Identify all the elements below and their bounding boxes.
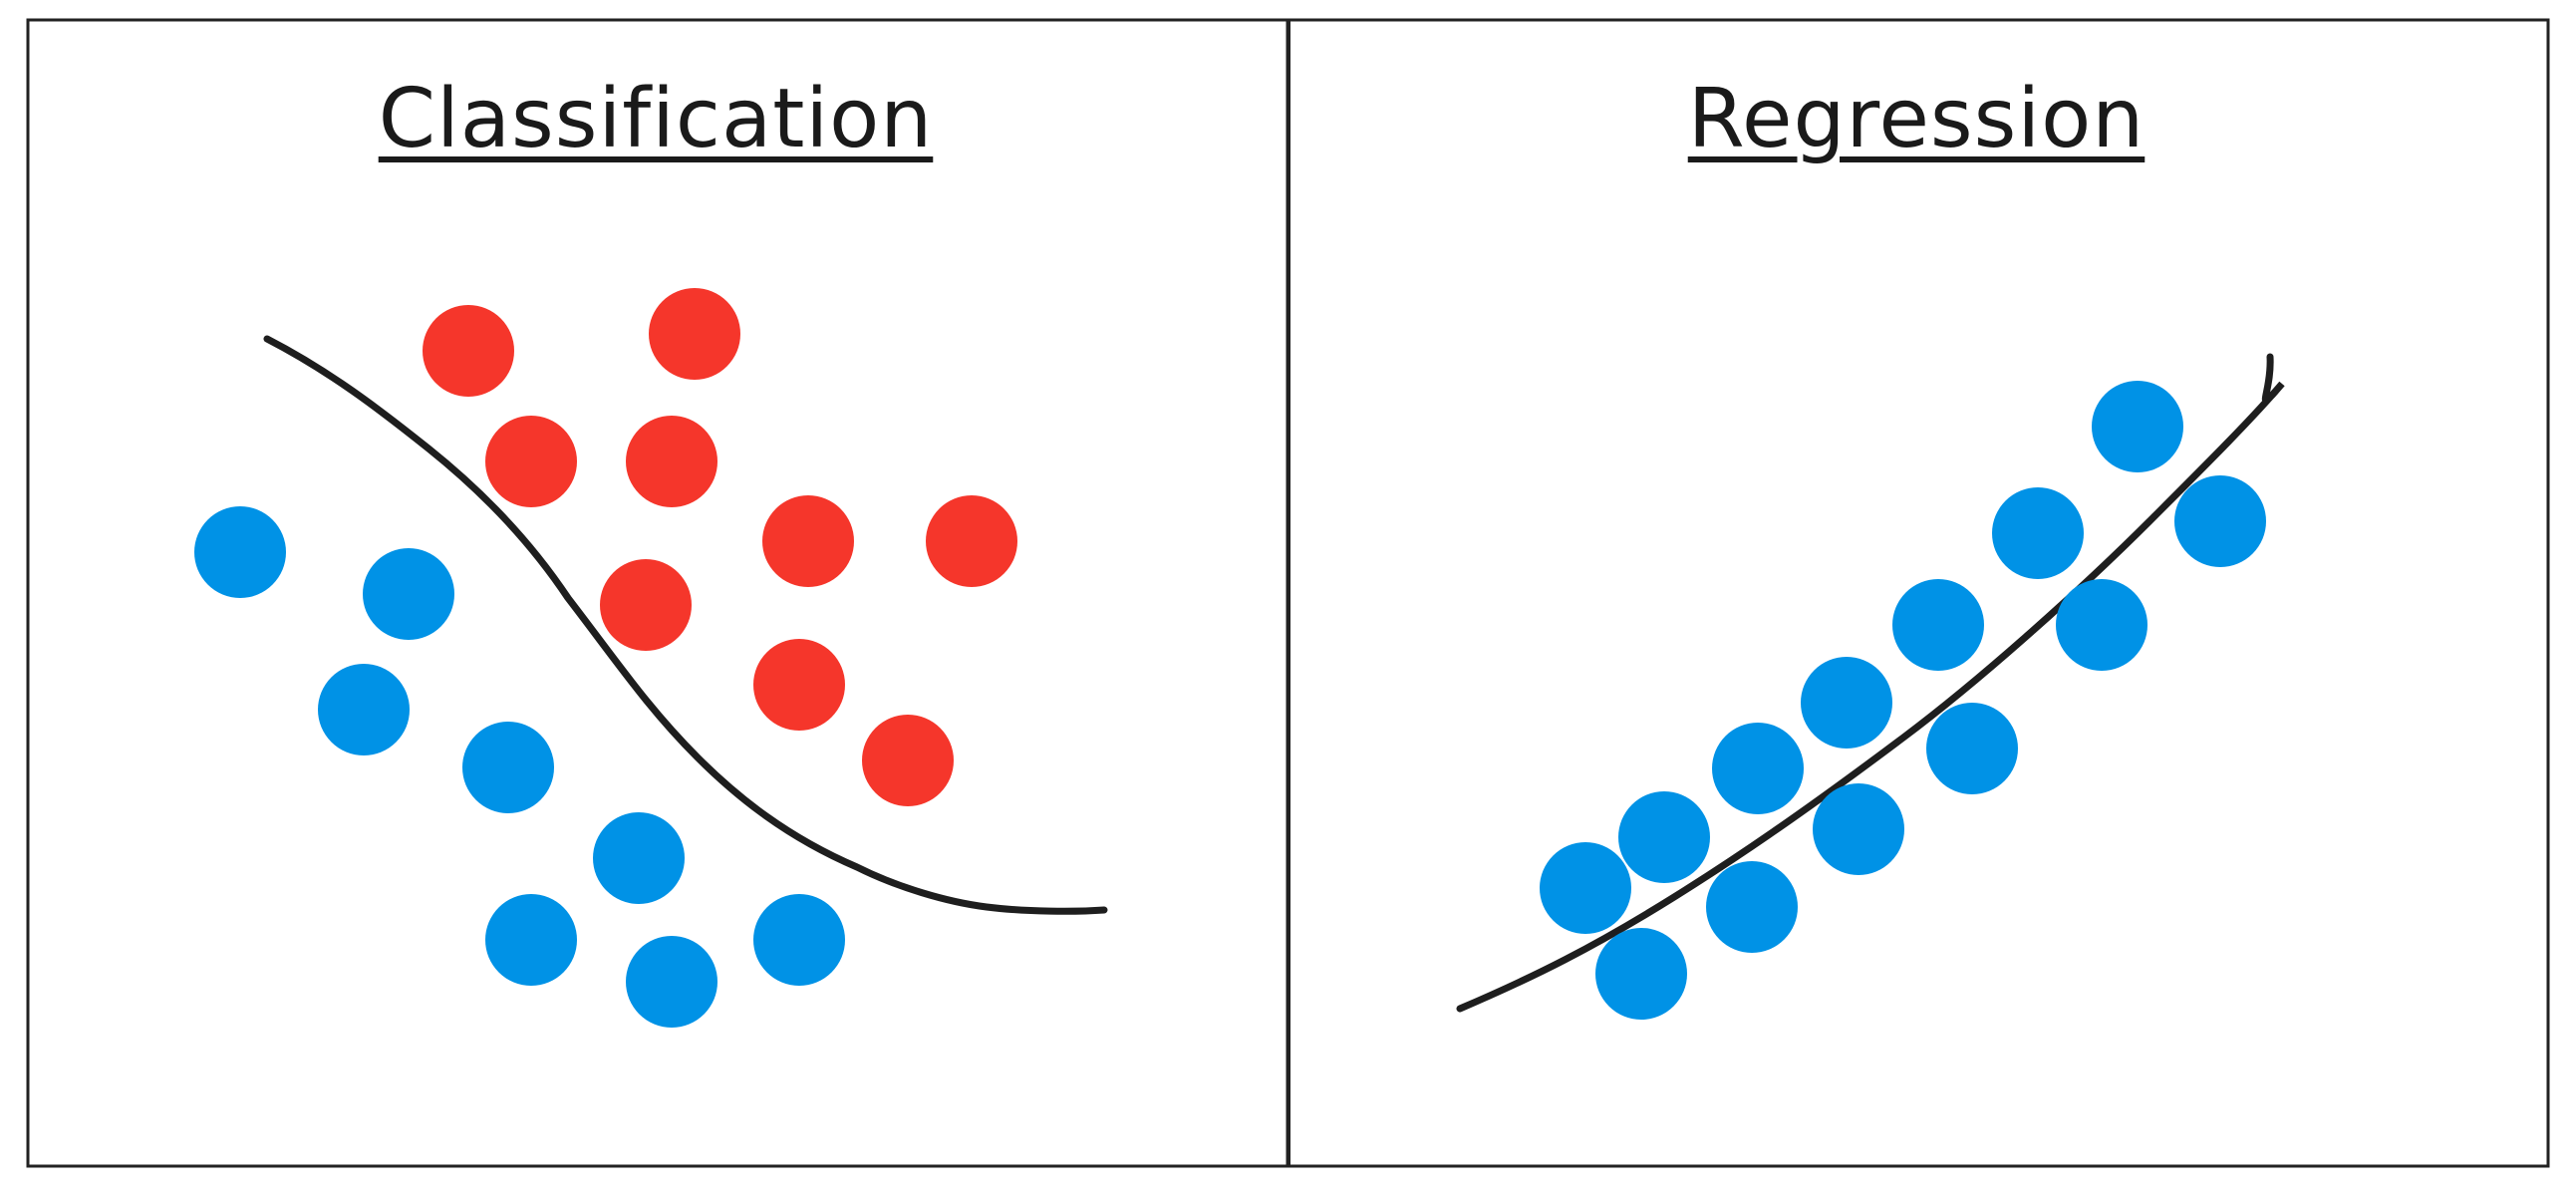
class-b-points: [194, 506, 845, 1028]
class-b-point: [753, 894, 845, 986]
regression-title: Regression: [1687, 72, 2146, 166]
regression-point: [1706, 861, 1798, 953]
regression-point: [1801, 657, 1892, 749]
regression-point: [1892, 579, 1984, 671]
class-a-point: [762, 495, 854, 587]
class-a-points: [423, 288, 1017, 806]
class-b-point: [485, 894, 577, 986]
classification-title: Classification: [378, 72, 934, 166]
decision-boundary-curve: [263, 335, 1108, 915]
regression-points: [1540, 381, 2266, 1020]
regression-point: [1926, 703, 2018, 794]
regression-point: [2092, 381, 2183, 472]
class-a-point: [926, 495, 1017, 587]
class-a-point: [626, 416, 717, 507]
class-b-point: [593, 812, 685, 904]
class-a-point: [600, 559, 692, 651]
class-a-point: [649, 288, 740, 380]
class-a-point: [753, 639, 845, 731]
regression-point: [1813, 783, 1904, 875]
class-b-point: [462, 722, 554, 813]
regression-point: [1540, 842, 1631, 934]
class-b-point: [318, 664, 410, 755]
class-b-point: [363, 548, 454, 640]
regression-point: [2174, 475, 2266, 567]
regression-fit-curve: [1456, 353, 2285, 1013]
regression-point: [1712, 723, 1804, 814]
class-b-point: [626, 936, 717, 1028]
class-b-point: [194, 506, 286, 598]
regression-point: [2056, 579, 2147, 671]
class-a-point: [423, 305, 514, 397]
regression-point: [1595, 928, 1687, 1020]
class-a-point: [862, 715, 954, 806]
class-a-point: [485, 416, 577, 507]
regression-point: [1992, 487, 2084, 579]
regression-point: [1618, 791, 1710, 883]
